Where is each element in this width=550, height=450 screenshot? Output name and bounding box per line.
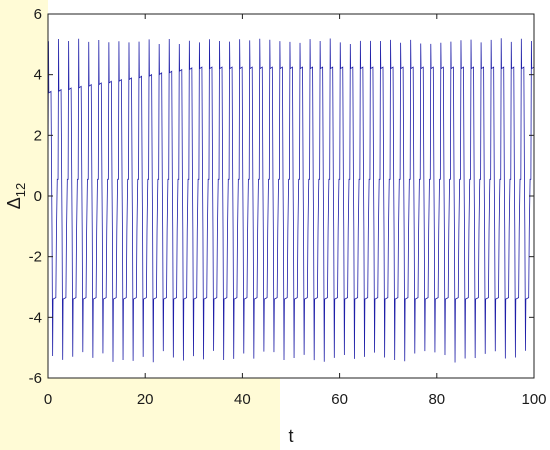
y-tick-label-0: 0 [34,188,42,205]
y-axis-label-symbol: Δ [4,197,24,209]
x-axis-label: t [288,426,293,446]
series-line [47,38,535,363]
axes-frame [47,13,535,379]
svg-text:Δ12: Δ12 [4,183,28,210]
x-tick-label-60: 60 [331,391,348,408]
y-axis-label-subscript: 12 [13,183,28,197]
signal-series [47,38,535,363]
y-tick-label-neg2: -2 [29,249,42,266]
y-tick-label-4: 4 [34,67,42,84]
y-axis-label: Δ12 [4,183,28,210]
x-tick-label-80: 80 [428,391,445,408]
x-tick-label-40: 40 [234,391,251,408]
x-tick-label-20: 20 [137,391,154,408]
background-tint-left [0,0,48,450]
y-tick-label-neg6: -6 [29,370,42,387]
y-tick-label-neg4: -4 [29,309,42,326]
x-tick-label-0: 0 [44,391,52,408]
x-tick-label-100: 100 [521,391,546,408]
y-tick-label-6: 6 [34,6,42,23]
y-tick-label-2: 2 [34,127,42,144]
background-tint-bottom [0,378,280,450]
